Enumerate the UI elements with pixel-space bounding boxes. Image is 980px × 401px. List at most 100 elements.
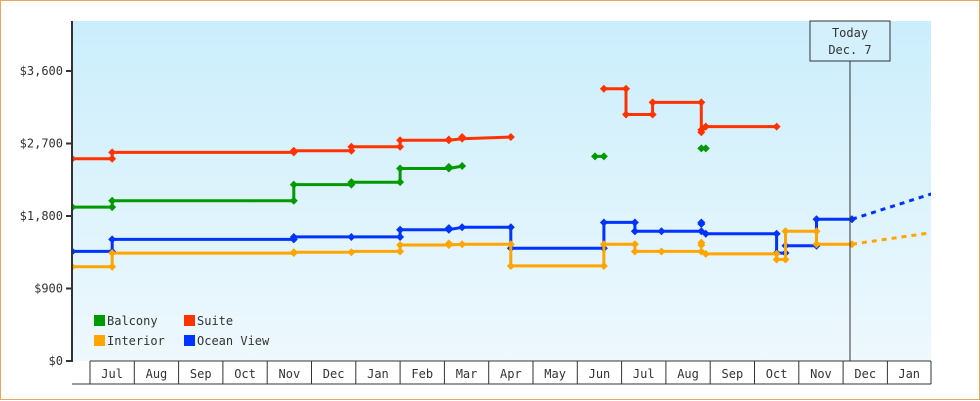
today-label-line2: Dec. 7	[828, 43, 871, 57]
data-point-marker	[657, 247, 666, 256]
x-tick-label: Feb	[411, 367, 433, 381]
data-point-marker	[657, 227, 666, 236]
data-point-marker	[458, 162, 467, 171]
data-point-marker	[72, 203, 77, 212]
data-point-marker	[630, 227, 639, 236]
today-marker: Today Dec. 7	[809, 20, 891, 361]
data-point-marker	[396, 225, 405, 234]
data-point-marker	[701, 144, 710, 153]
data-point-marker	[458, 223, 467, 232]
data-point-marker	[444, 239, 453, 248]
y-tick-label: $900	[34, 282, 63, 296]
data-point-marker	[506, 261, 515, 270]
data-point-marker	[599, 152, 608, 161]
data-point-marker	[812, 240, 821, 249]
data-point-marker	[396, 241, 405, 249]
data-point-marker	[108, 203, 117, 212]
y-tick-label: $1,800	[20, 209, 63, 223]
data-point-marker	[506, 133, 515, 142]
data-point-marker	[630, 218, 639, 227]
today-label-line1: Today	[832, 26, 868, 40]
x-tick-label: Dec	[323, 367, 345, 381]
data-point-marker	[630, 240, 639, 249]
x-tick-label: Mar	[456, 367, 478, 381]
data-point-marker	[289, 196, 298, 205]
legend-label: Balcony	[107, 314, 158, 328]
data-point-marker	[701, 122, 710, 131]
data-point-marker	[444, 135, 453, 144]
data-point-marker	[396, 247, 405, 256]
y-tick-label: $2,700	[20, 137, 63, 151]
data-point-marker	[622, 110, 631, 119]
data-point-marker	[347, 142, 356, 151]
data-point-marker	[108, 262, 117, 271]
data-point-marker	[289, 180, 298, 189]
data-point-marker	[772, 122, 781, 131]
data-point-marker	[396, 136, 405, 145]
x-tick-label: Nov	[279, 367, 301, 381]
data-point-marker	[697, 144, 706, 153]
data-point-marker	[396, 142, 405, 151]
data-point-marker	[289, 248, 298, 257]
projection-line	[851, 231, 931, 246]
legend-swatch-interior	[94, 335, 105, 346]
x-tick-label: May	[544, 367, 566, 381]
x-axis: Jul Aug Sep Oct Nov Dec Jan Feb Mar Apr May Jun Jul A…	[72, 360, 932, 385]
x-tick-label: Jul	[101, 367, 123, 381]
x-tick-label: Sep	[190, 367, 212, 381]
legend-swatch-ocean-view	[184, 335, 195, 346]
data-point-marker	[772, 229, 781, 238]
data-point-marker	[289, 146, 298, 155]
data-point-marker	[506, 240, 515, 249]
x-tick-label: Jul	[633, 367, 655, 381]
data-point-marker	[812, 215, 821, 224]
y-axis: $0 $900 $1,800 $2,700 $3,600	[20, 21, 73, 368]
x-tick-label: Aug	[677, 367, 699, 381]
data-point-marker	[347, 178, 356, 187]
data-point-marker	[591, 152, 600, 161]
data-point-marker	[630, 247, 639, 256]
data-point-marker	[648, 110, 657, 119]
data-point-marker	[396, 232, 405, 241]
data-point-marker	[108, 249, 117, 258]
data-point-marker	[444, 224, 453, 233]
series-balcony	[72, 144, 710, 212]
data-point-marker	[697, 98, 706, 107]
data-point-marker	[72, 247, 77, 256]
series-interior	[72, 227, 931, 271]
data-point-marker	[108, 235, 117, 244]
x-tick-label: Dec	[854, 367, 876, 381]
data-point-marker	[772, 255, 781, 264]
x-tick-label: Oct	[234, 367, 256, 381]
data-point-marker	[444, 162, 453, 171]
data-point-marker	[347, 232, 356, 241]
data-point-marker	[72, 262, 77, 271]
x-tick-label: Sep	[722, 367, 744, 381]
data-point-marker	[458, 133, 467, 142]
data-point-marker	[812, 227, 821, 236]
plot-area	[72, 21, 931, 361]
data-point-marker	[599, 84, 608, 93]
legend-label: Interior	[107, 334, 165, 348]
data-point-marker	[396, 164, 405, 173]
y-tick-label: $3,600	[20, 64, 63, 78]
data-point-marker	[622, 84, 631, 93]
data-point-marker	[347, 146, 356, 155]
data-point-marker	[108, 148, 117, 157]
legend-label: Suite	[197, 314, 233, 328]
legend-label: Ocean View	[197, 334, 270, 348]
x-tick-label: Aug	[146, 367, 168, 381]
data-point-marker	[347, 248, 356, 257]
data-point-marker	[599, 218, 608, 227]
x-tick-label: Jun	[589, 367, 611, 381]
data-point-marker	[506, 223, 515, 232]
x-tick-label: Oct	[766, 367, 788, 381]
today-box	[809, 20, 891, 62]
x-tick-label: Jan	[367, 367, 389, 381]
series-layer	[72, 84, 931, 271]
data-point-marker	[396, 178, 405, 187]
data-point-marker	[701, 249, 710, 258]
data-point-marker	[772, 249, 781, 258]
